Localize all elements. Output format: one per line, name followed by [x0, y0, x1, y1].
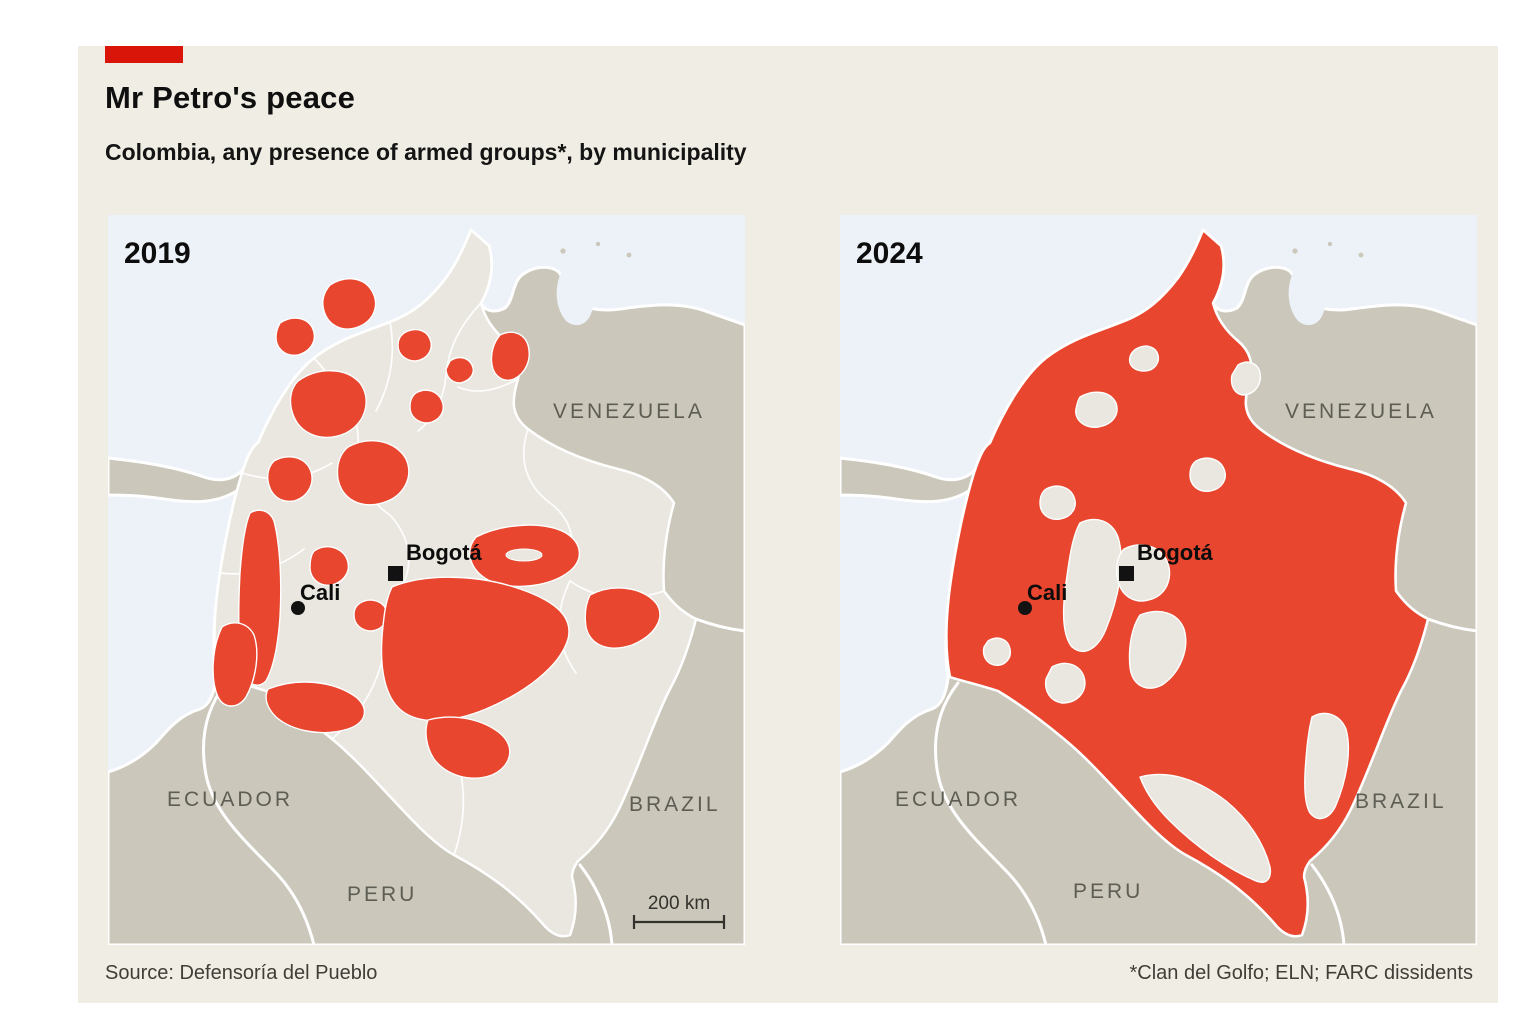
economist-red-tab [105, 46, 183, 63]
ecuador-label: ECUADOR [895, 788, 1021, 811]
scale-bar: 200 km [632, 893, 726, 929]
cali-marker [1018, 601, 1032, 615]
cali-label: Cali [1027, 580, 1067, 605]
venezuela-label: VENEZUELA [1285, 400, 1437, 423]
bogota-marker [1119, 566, 1134, 581]
map-2019: 2019 VENEZUELA ECUADOR PERU BRAZIL Bogot… [108, 215, 745, 945]
bogota-label: Bogotá [406, 540, 483, 565]
ecuador-label: ECUADOR [167, 788, 293, 811]
scale-bar-label: 200 km [648, 893, 710, 914]
chart-title: Mr Petro's peace [105, 80, 356, 115]
peru-label: PERU [347, 883, 417, 906]
cali-marker [291, 601, 305, 615]
source-note: Source: Defensoría del Pueblo [105, 962, 378, 984]
peru-label: PERU [1073, 880, 1143, 903]
footnote: *Clan del Golfo; ELN; FARC dissidents [1129, 962, 1474, 984]
cali-label: Cali [300, 580, 340, 605]
map-2024-svg: 2024 VENEZUELA ECUADOR PERU BRAZIL Bogot… [840, 215, 1477, 945]
chart-subtitle: Colombia, any presence of armed groups*,… [105, 139, 747, 165]
year-label: 2019 [124, 237, 191, 270]
brazil-label: BRAZIL [629, 793, 721, 816]
chart-panel: Mr Petro's peace Colombia, any presence … [78, 46, 1498, 1003]
bogota-label: Bogotá [1137, 540, 1214, 565]
bogota-marker [388, 566, 403, 581]
venezuela-label: VENEZUELA [553, 400, 705, 423]
year-label: 2024 [856, 237, 923, 270]
brazil-label: BRAZIL [1355, 790, 1447, 813]
map-2019-svg: 2019 VENEZUELA ECUADOR PERU BRAZIL Bogot… [108, 215, 745, 945]
map-2024: 2024 VENEZUELA ECUADOR PERU BRAZIL Bogot… [840, 215, 1477, 945]
